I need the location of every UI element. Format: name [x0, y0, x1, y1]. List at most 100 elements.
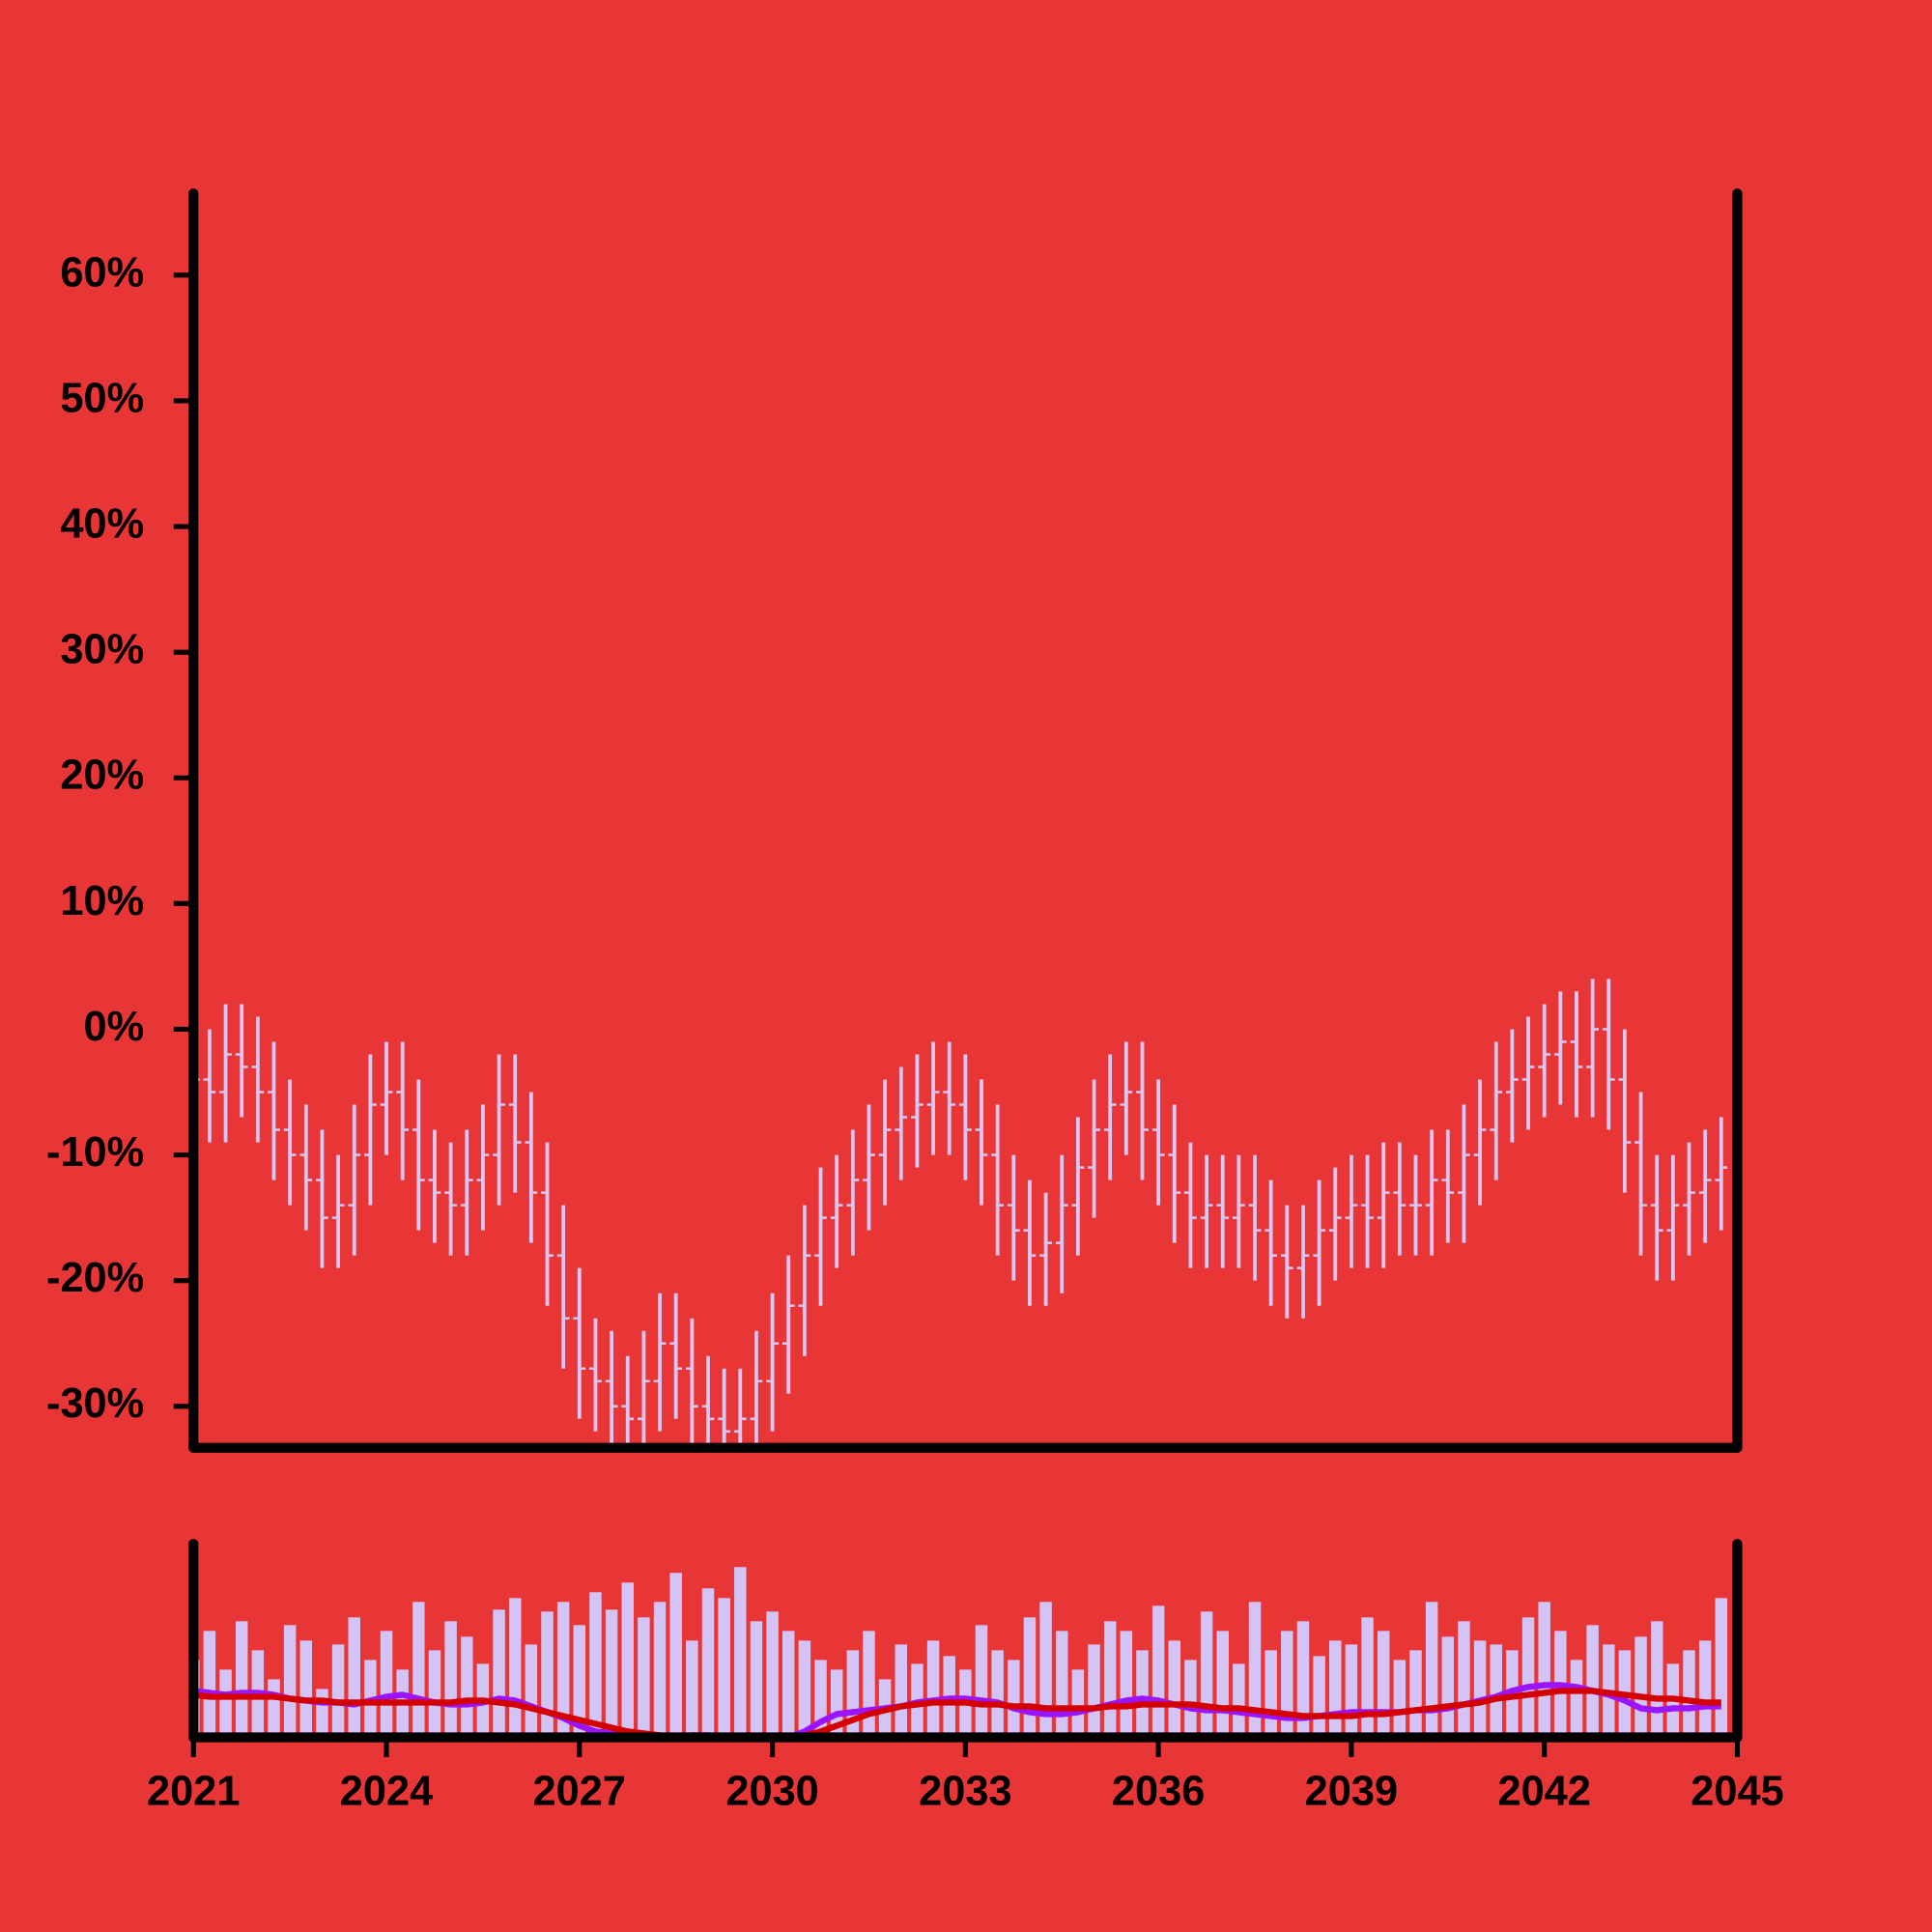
volume-bar	[203, 1631, 216, 1738]
x-tick-label: 2045	[1690, 1769, 1783, 1815]
volume-bar	[766, 1611, 779, 1738]
volume-bar	[653, 1602, 667, 1738]
x-tick-label: 2030	[725, 1769, 818, 1815]
volume-bar	[975, 1625, 988, 1738]
volume-bar	[1634, 1636, 1647, 1738]
volume-bar	[863, 1631, 875, 1738]
volume-bar	[1425, 1602, 1438, 1738]
volume-bar	[316, 1689, 328, 1738]
y-tick-label: 30%	[60, 627, 144, 673]
price-plot	[193, 979, 1728, 1448]
volume-bar	[573, 1625, 586, 1738]
volume-bar	[525, 1644, 538, 1738]
volume-bar	[1216, 1631, 1229, 1738]
y-tick-label: -30%	[46, 1380, 144, 1427]
volume-bar	[331, 1644, 345, 1738]
x-tick-label: 2021	[147, 1769, 240, 1815]
volume-bar	[1393, 1660, 1406, 1738]
volume-bar	[541, 1611, 554, 1738]
volume-bar	[461, 1636, 473, 1738]
x-tick-label: 2024	[340, 1769, 433, 1815]
volume-bar	[268, 1679, 280, 1738]
y-tick-label: 50%	[60, 375, 144, 421]
volume-bar	[734, 1567, 747, 1738]
volume-bar	[1329, 1640, 1342, 1738]
volume-bar	[638, 1617, 650, 1738]
y-tick-label: 10%	[60, 878, 144, 924]
volume-bar	[1039, 1602, 1052, 1738]
volume-bar	[1120, 1631, 1133, 1738]
x-tick-label: 2036	[1112, 1769, 1205, 1815]
volume-bar	[1698, 1640, 1712, 1738]
volume-bar	[493, 1609, 505, 1738]
frame	[188, 188, 1743, 1743]
volume-bar	[1715, 1598, 1728, 1738]
volume-bar	[1168, 1640, 1181, 1738]
volume-bar	[1233, 1663, 1245, 1738]
volume-bar	[1441, 1636, 1455, 1738]
volume-bar	[1313, 1656, 1325, 1738]
y-tick-label: -20%	[46, 1255, 144, 1301]
volume-bar	[1345, 1644, 1358, 1738]
volume-bar	[1281, 1631, 1293, 1738]
volume-bar	[1184, 1660, 1197, 1738]
volume-bar	[428, 1650, 441, 1738]
volume-bar	[235, 1621, 248, 1738]
volume-bar	[1151, 1605, 1165, 1738]
volume-bar	[991, 1650, 1004, 1738]
volume-bar	[508, 1598, 522, 1738]
volume-bar	[605, 1609, 618, 1738]
volume-bar	[1490, 1644, 1502, 1738]
volume-bar	[380, 1631, 393, 1738]
volume-bar	[926, 1640, 940, 1738]
moving-average-line	[193, 1688, 1721, 1738]
volume-bar	[895, 1644, 908, 1738]
volume-bar	[1088, 1644, 1100, 1738]
volume-bar	[1136, 1650, 1149, 1738]
x-tick-label: 2039	[1305, 1769, 1398, 1815]
volume-plot	[193, 1567, 1728, 1738]
volume-bar	[299, 1640, 313, 1738]
volume-bar	[1071, 1669, 1085, 1738]
volume-bar	[1586, 1625, 1599, 1738]
volume-bar	[1458, 1621, 1470, 1738]
volume-bar	[1023, 1617, 1037, 1738]
volume-bar	[1683, 1650, 1695, 1738]
volume-bar	[1296, 1621, 1310, 1738]
volume-bar	[781, 1631, 795, 1738]
volume-bar	[1264, 1650, 1277, 1738]
volume-bar	[348, 1617, 360, 1738]
volume-bar	[701, 1588, 715, 1738]
y-tick-label: 0%	[84, 1004, 145, 1050]
volume-bar	[1521, 1617, 1535, 1738]
volume-bar	[621, 1582, 634, 1738]
volume-bar	[718, 1598, 730, 1738]
volume-bar	[750, 1621, 763, 1738]
volume-bar	[686, 1640, 698, 1738]
volume-bar	[1538, 1602, 1550, 1738]
volume-bar	[1008, 1660, 1020, 1738]
volume-bar	[1361, 1617, 1374, 1738]
volume-bar	[412, 1602, 425, 1738]
volume-bar	[1409, 1650, 1422, 1738]
volume-bar	[283, 1625, 297, 1738]
volume-bar	[1377, 1631, 1390, 1738]
axes-ticks: -30% -20% -10% 0% 10% 20% 30% 40% 50% 60% 2021 2024…	[46, 249, 1784, 1814]
x-tick-label: 2033	[919, 1769, 1011, 1815]
volume-bar	[798, 1640, 811, 1738]
volume-bar	[556, 1602, 570, 1738]
volume-bar	[830, 1669, 843, 1738]
y-tick-label: 20%	[60, 753, 144, 799]
volume-bar	[1200, 1611, 1213, 1738]
volume-bar	[1650, 1621, 1663, 1738]
volume-bar	[219, 1669, 232, 1738]
y-tick-label: -10%	[46, 1129, 144, 1176]
x-tick-label: 2042	[1497, 1769, 1590, 1815]
volume-bar	[589, 1592, 602, 1738]
volume-bar	[1103, 1621, 1117, 1738]
volume-bar	[1570, 1660, 1583, 1738]
volume-bar	[1248, 1602, 1262, 1738]
volume-bar	[1473, 1640, 1487, 1738]
